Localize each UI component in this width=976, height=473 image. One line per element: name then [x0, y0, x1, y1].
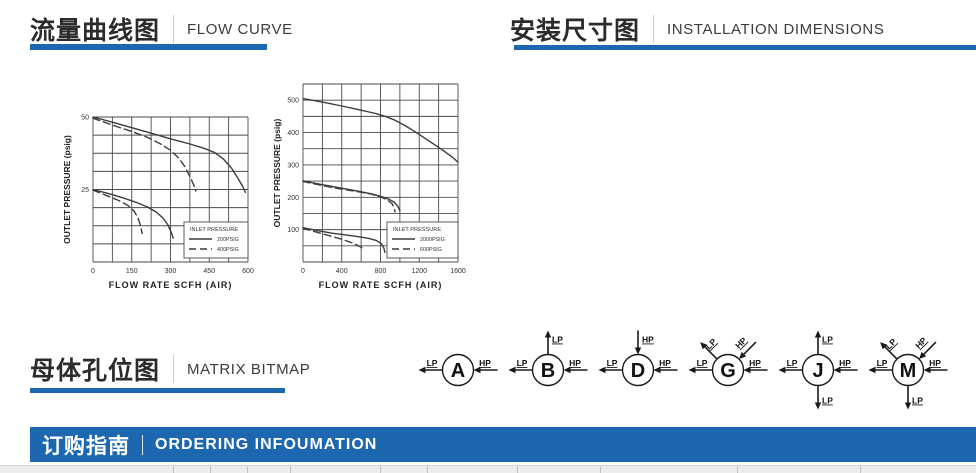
svg-text:HP: HP — [749, 358, 761, 368]
header-divider — [173, 355, 175, 383]
svg-text:400: 400 — [287, 130, 299, 137]
svg-text:J: J — [812, 360, 823, 382]
table-column-divider — [737, 466, 738, 473]
svg-text:OUTLET PRESSURE (psig): OUTLET PRESSURE (psig) — [62, 135, 72, 244]
svg-text:B: B — [541, 360, 555, 382]
svg-text:LP: LP — [883, 336, 898, 351]
svg-text:300: 300 — [287, 162, 299, 169]
svg-text:INLET PRESSURE: INLET PRESSURE — [190, 227, 238, 233]
svg-text:HP: HP — [642, 335, 654, 345]
svg-text:2000PSIG: 2000PSIG — [420, 237, 445, 243]
ordering-title-en: ORDERING INFOUMATION — [155, 435, 378, 453]
svg-text:LP: LP — [427, 358, 438, 368]
header-divider — [173, 15, 175, 43]
matrix-title-en: MATRIX BITMAP — [187, 360, 311, 378]
svg-text:0: 0 — [91, 268, 95, 275]
svg-text:25: 25 — [81, 187, 89, 194]
header-divider — [653, 15, 655, 43]
installation-header: 安装尺寸图 INSTALLATION DIMENSIONS — [510, 11, 884, 47]
matrix-item-b: B LP LP HP — [508, 330, 588, 387]
flow-curve-title-en: FLOW CURVE — [187, 20, 293, 38]
table-column-divider — [173, 466, 174, 473]
flow-curve-small-chart: 25 50 0 150 300 450 600 FLOW RATE SCFH (AIR) OUT… — [56, 76, 296, 314]
svg-text:LP: LP — [697, 358, 708, 368]
svg-text:150: 150 — [126, 268, 138, 275]
flow-curve-header: 流量曲线图 FLOW CURVE — [30, 11, 293, 47]
svg-text:1600: 1600 — [450, 268, 466, 275]
svg-text:400PSIG: 400PSIG — [217, 247, 239, 253]
svg-text:450: 450 — [203, 268, 215, 275]
svg-text:300: 300 — [165, 268, 177, 275]
svg-text:FLOW RATE SCFH (AIR): FLOW RATE SCFH (AIR) — [109, 280, 233, 290]
matrix-item-a: A LP HP — [418, 353, 498, 387]
svg-text:LP: LP — [877, 358, 888, 368]
svg-text:HP: HP — [659, 358, 671, 368]
table-column-divider — [290, 466, 291, 473]
installation-underline — [514, 45, 976, 50]
installation-title-zh: 安装尺寸图 — [510, 17, 641, 45]
svg-text:LP: LP — [552, 335, 563, 345]
table-column-divider — [247, 466, 248, 473]
svg-text:0: 0 — [301, 268, 305, 275]
svg-text:LP: LP — [703, 336, 718, 351]
flow-curve-underline — [30, 44, 267, 50]
svg-text:400: 400 — [336, 268, 348, 275]
table-column-divider — [427, 466, 428, 473]
svg-text:800: 800 — [375, 268, 387, 275]
svg-text:1200: 1200 — [411, 268, 427, 275]
svg-text:100: 100 — [287, 227, 299, 234]
matrix-port-diagrams: A LP HP B LP LP HP D HP LP HP G LP HP LP HP J LP LP LP HP M LP… — [413, 322, 953, 422]
ordering-banner: 订购指南 ORDERING INFOUMATION — [30, 427, 976, 462]
svg-text:LP: LP — [787, 358, 798, 368]
svg-text:600: 600 — [242, 268, 254, 275]
svg-text:200PSIG: 200PSIG — [217, 237, 239, 243]
table-column-divider — [517, 466, 518, 473]
svg-text:HP: HP — [733, 335, 749, 351]
svg-text:HP: HP — [929, 358, 941, 368]
svg-text:D: D — [631, 360, 645, 382]
matrix-title-zh: 母体孔位图 — [30, 357, 161, 385]
matrix-item-d: D HP LP HP — [598, 330, 678, 387]
ordering-table-stub — [0, 465, 976, 473]
flow-curve-small-svg: 25 50 0 150 300 450 600 FLOW RATE SCFH (AIR) OUT… — [62, 115, 254, 291]
svg-text:FLOW RATE SCFH (AIR): FLOW RATE SCFH (AIR) — [319, 280, 443, 290]
matrix-underline — [30, 388, 285, 393]
banner-divider — [142, 434, 143, 455]
svg-text:HP: HP — [839, 358, 851, 368]
svg-text:500: 500 — [287, 98, 299, 105]
svg-text:OUTLET PRESSURE (psig): OUTLET PRESSURE (psig) — [272, 119, 282, 228]
svg-text:LP: LP — [517, 358, 528, 368]
svg-text:INLET PRESSURE: INLET PRESSURE — [393, 227, 441, 233]
table-column-divider — [600, 466, 601, 473]
svg-text:600PSIG: 600PSIG — [420, 247, 442, 253]
flow-curve-large-chart: 100 200 300 400 500 0 400 800 1200 1600 FLOW RATE … — [266, 76, 480, 314]
installation-title-en: INSTALLATION DIMENSIONS — [667, 20, 885, 38]
table-column-divider — [380, 466, 381, 473]
svg-text:LP: LP — [912, 396, 923, 406]
table-column-divider — [210, 466, 211, 473]
svg-text:LP: LP — [607, 358, 618, 368]
svg-text:HP: HP — [479, 358, 491, 368]
flow-curve-title-zh: 流量曲线图 — [30, 17, 161, 45]
svg-text:50: 50 — [81, 115, 89, 122]
matrix-header: 母体孔位图 MATRIX BITMAP — [30, 351, 310, 387]
ordering-title-zh: 订购指南 — [42, 434, 130, 458]
svg-text:M: M — [900, 360, 917, 382]
svg-text:HP: HP — [913, 335, 929, 351]
svg-text:200: 200 — [287, 195, 299, 202]
svg-text:LP: LP — [822, 396, 833, 406]
matrix-item-j: J LP LP LP HP — [778, 330, 858, 410]
svg-text:LP: LP — [822, 335, 833, 345]
flow-curve-large-svg: 100 200 300 400 500 0 400 800 1200 1600 FLOW RATE … — [272, 83, 466, 290]
svg-text:HP: HP — [569, 358, 581, 368]
svg-text:G: G — [720, 360, 736, 382]
svg-text:A: A — [451, 360, 465, 382]
table-column-divider — [860, 466, 861, 473]
